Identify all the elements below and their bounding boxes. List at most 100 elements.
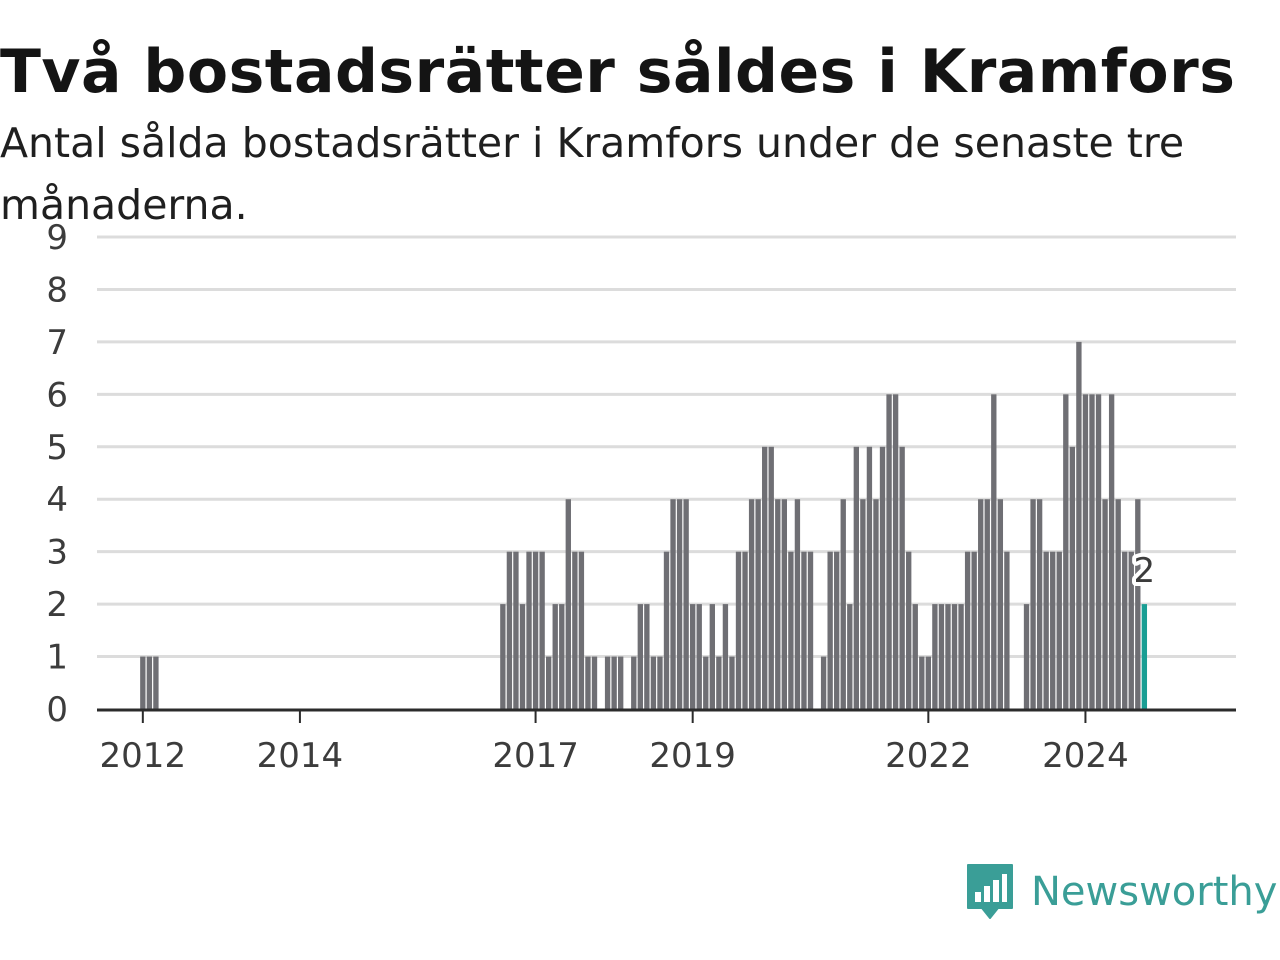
- bar: [1102, 499, 1108, 709]
- bar: [716, 656, 722, 709]
- bar: [768, 446, 774, 709]
- bar: [1030, 499, 1036, 709]
- bar: [742, 551, 748, 709]
- bar: [794, 499, 801, 709]
- bar: [886, 394, 892, 709]
- bar: [545, 656, 552, 709]
- bar: [938, 604, 945, 709]
- bar: [945, 604, 951, 709]
- bar: [1043, 551, 1049, 709]
- bar: [840, 499, 846, 709]
- bar: [866, 446, 873, 709]
- y-tick-label: 8: [46, 270, 68, 310]
- chart-subtitle: Antal sålda bostadsrätter i Kramfors und…: [0, 119, 1185, 229]
- bar: [1004, 551, 1010, 709]
- bar: [748, 499, 755, 709]
- x-tick-label: 2014: [257, 736, 344, 776]
- y-tick-label: 7: [46, 323, 68, 363]
- bar: [1128, 551, 1134, 709]
- y-tick-label: 9: [46, 218, 68, 258]
- bar: [703, 656, 709, 709]
- bar: [506, 551, 513, 709]
- bar: [755, 499, 761, 709]
- bar: [709, 604, 715, 709]
- bar: [971, 551, 977, 709]
- y-tick-label: 3: [46, 533, 68, 573]
- bar: [644, 604, 650, 709]
- bar: [650, 656, 657, 709]
- bar: [775, 499, 781, 709]
- y-tick-label: 5: [46, 428, 68, 468]
- bar: [1089, 394, 1095, 709]
- bar: [611, 656, 617, 709]
- bar: [1115, 499, 1121, 709]
- bar: [140, 656, 146, 709]
- bar: [873, 499, 879, 709]
- bar: [853, 446, 860, 709]
- bar: [146, 656, 153, 709]
- bar: [912, 604, 918, 709]
- bar: [657, 656, 663, 709]
- bar: [1036, 499, 1043, 709]
- bar: [1050, 551, 1056, 709]
- bar: [526, 551, 532, 709]
- bar: [578, 551, 585, 709]
- y-tick-label: 0: [46, 690, 68, 730]
- bar: [572, 551, 578, 709]
- bar: [827, 551, 833, 709]
- y-tick-label: 2: [46, 585, 68, 625]
- bar: [788, 551, 794, 709]
- bar: [978, 499, 984, 709]
- bar: [762, 446, 768, 709]
- bar: [1122, 551, 1128, 709]
- bar: [1135, 499, 1141, 709]
- bar: [834, 551, 840, 709]
- bar: [1108, 394, 1115, 709]
- bar: [964, 551, 971, 709]
- bar: [906, 551, 912, 709]
- bar: [618, 656, 624, 709]
- x-tick-label: 2019: [649, 736, 736, 776]
- chart-title: Två bostadsrätter såldes i Kramfors: [0, 37, 1236, 107]
- bar: [892, 394, 899, 709]
- bar: [676, 499, 683, 709]
- bar: [637, 604, 643, 709]
- bar: [932, 604, 938, 709]
- bar: [1056, 551, 1062, 709]
- bar: [631, 656, 637, 709]
- bar: [951, 604, 958, 709]
- bar: [820, 656, 827, 709]
- bar: [807, 551, 814, 709]
- bar: [153, 656, 159, 709]
- bar: [925, 656, 932, 709]
- bar: [984, 499, 990, 709]
- bar: [919, 656, 925, 709]
- bars: [140, 341, 1148, 709]
- bar: [722, 604, 729, 709]
- bar: [781, 499, 788, 709]
- data-label-latest: 2: [1134, 551, 1156, 591]
- bar: [1023, 604, 1030, 709]
- bar: [591, 656, 598, 709]
- bar: [585, 656, 591, 709]
- bar: [879, 446, 886, 709]
- bar: [1069, 446, 1076, 709]
- bar: [991, 394, 997, 709]
- x-tick-label: 2012: [100, 736, 187, 776]
- bar: [1076, 341, 1082, 709]
- bar: [663, 551, 670, 709]
- x-tick-label: 2024: [1042, 736, 1129, 776]
- bar: [559, 604, 565, 709]
- bar: [860, 499, 866, 709]
- x-tick-label: 2022: [885, 736, 972, 776]
- bar: [997, 499, 1004, 709]
- bar: [683, 499, 689, 709]
- bar: [552, 604, 558, 709]
- bar: [899, 446, 905, 709]
- bar: [1082, 394, 1089, 709]
- bar: [539, 551, 545, 709]
- bar: [696, 604, 702, 709]
- bar: [847, 604, 853, 709]
- bar: [604, 656, 611, 709]
